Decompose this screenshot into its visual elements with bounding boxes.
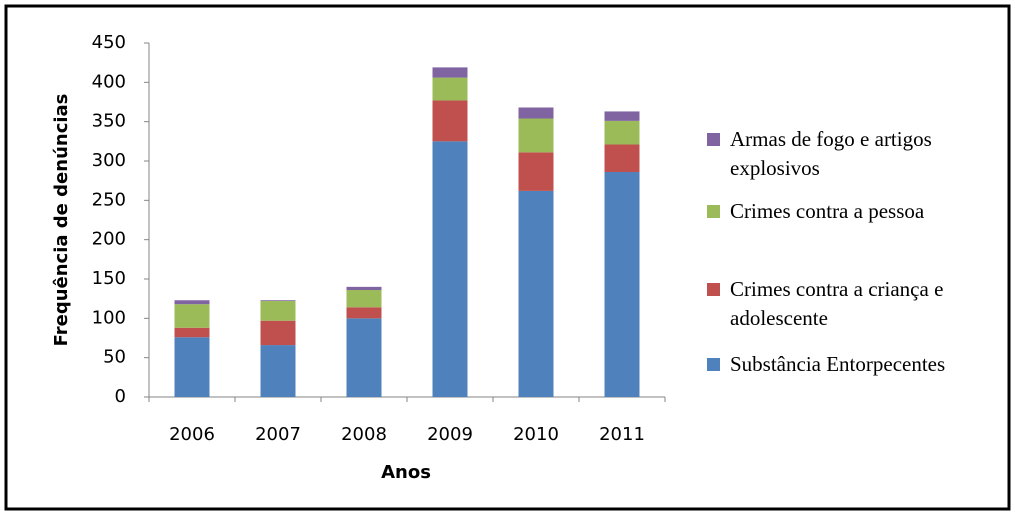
- bar-segment: [346, 290, 382, 308]
- frame: [4, 4, 1011, 511]
- legend-item: Crimes contra a criança e adolescente: [700, 275, 1000, 333]
- x-axis-label: Anos: [381, 462, 431, 483]
- bar-segment: [432, 100, 468, 142]
- y-tick-label: 450: [92, 32, 126, 53]
- bar-segment: [604, 120, 640, 145]
- x-tick-label: 2010: [513, 424, 559, 445]
- bar-segment: [604, 144, 640, 173]
- y-axis-label: Frequência de denúncias: [51, 94, 72, 347]
- bar-segment: [260, 300, 296, 302]
- x-tick-label: 2008: [341, 424, 387, 445]
- x-tick-label: 2006: [169, 424, 215, 445]
- y-tick-label: 300: [92, 150, 126, 171]
- legend-swatch: [707, 133, 720, 146]
- bar-segment: [346, 318, 382, 397]
- legend-item: Substância Entorpecentes: [700, 350, 1000, 379]
- y-tick-label: 400: [92, 71, 126, 92]
- x-tick-label: 2011: [599, 424, 645, 445]
- legend-label: Armas de fogo e artigos explosivos: [730, 127, 932, 180]
- x-tick-label: 2009: [427, 424, 473, 445]
- bar-segment: [604, 111, 640, 121]
- y-tick-label: 250: [92, 189, 126, 210]
- y-tick-label: 100: [92, 307, 126, 328]
- bar-segment: [432, 77, 468, 101]
- y-tick-label: 50: [103, 347, 126, 368]
- bar-segment: [346, 307, 382, 319]
- bar-segment: [432, 141, 468, 397]
- bar-segment: [346, 286, 382, 291]
- legend-swatch: [707, 283, 720, 296]
- legend-label: Crimes contra a criança e adolescente: [730, 277, 944, 330]
- y-tick-label: 200: [92, 229, 126, 250]
- bar-segment: [518, 152, 554, 191]
- legend-swatch: [707, 205, 720, 218]
- legend-item: Armas de fogo e artigos explosivos: [700, 125, 1000, 183]
- bar-segment: [260, 301, 296, 321]
- bar-segment: [260, 320, 296, 346]
- legend-item: Crimes contra a pessoa: [700, 197, 1000, 226]
- y-tick-label: 150: [92, 268, 126, 289]
- legend-swatch: [707, 358, 720, 371]
- bar-segment: [518, 107, 554, 119]
- y-tick-label: 350: [92, 111, 126, 132]
- bar-segment: [518, 190, 554, 397]
- bar-segment: [604, 172, 640, 397]
- y-tick-label: 0: [115, 386, 126, 407]
- bar-segment: [260, 345, 296, 397]
- bar-segment: [518, 118, 554, 153]
- bar-segment: [432, 67, 468, 78]
- bar-segment: [174, 304, 210, 328]
- legend-label: Substância Entorpecentes: [730, 352, 946, 376]
- x-tick-label: 2007: [255, 424, 301, 445]
- legend-label: Crimes contra a pessoa: [730, 199, 925, 223]
- bar-segment: [174, 327, 210, 338]
- bar-segment: [174, 300, 210, 305]
- bar-segment: [174, 337, 210, 397]
